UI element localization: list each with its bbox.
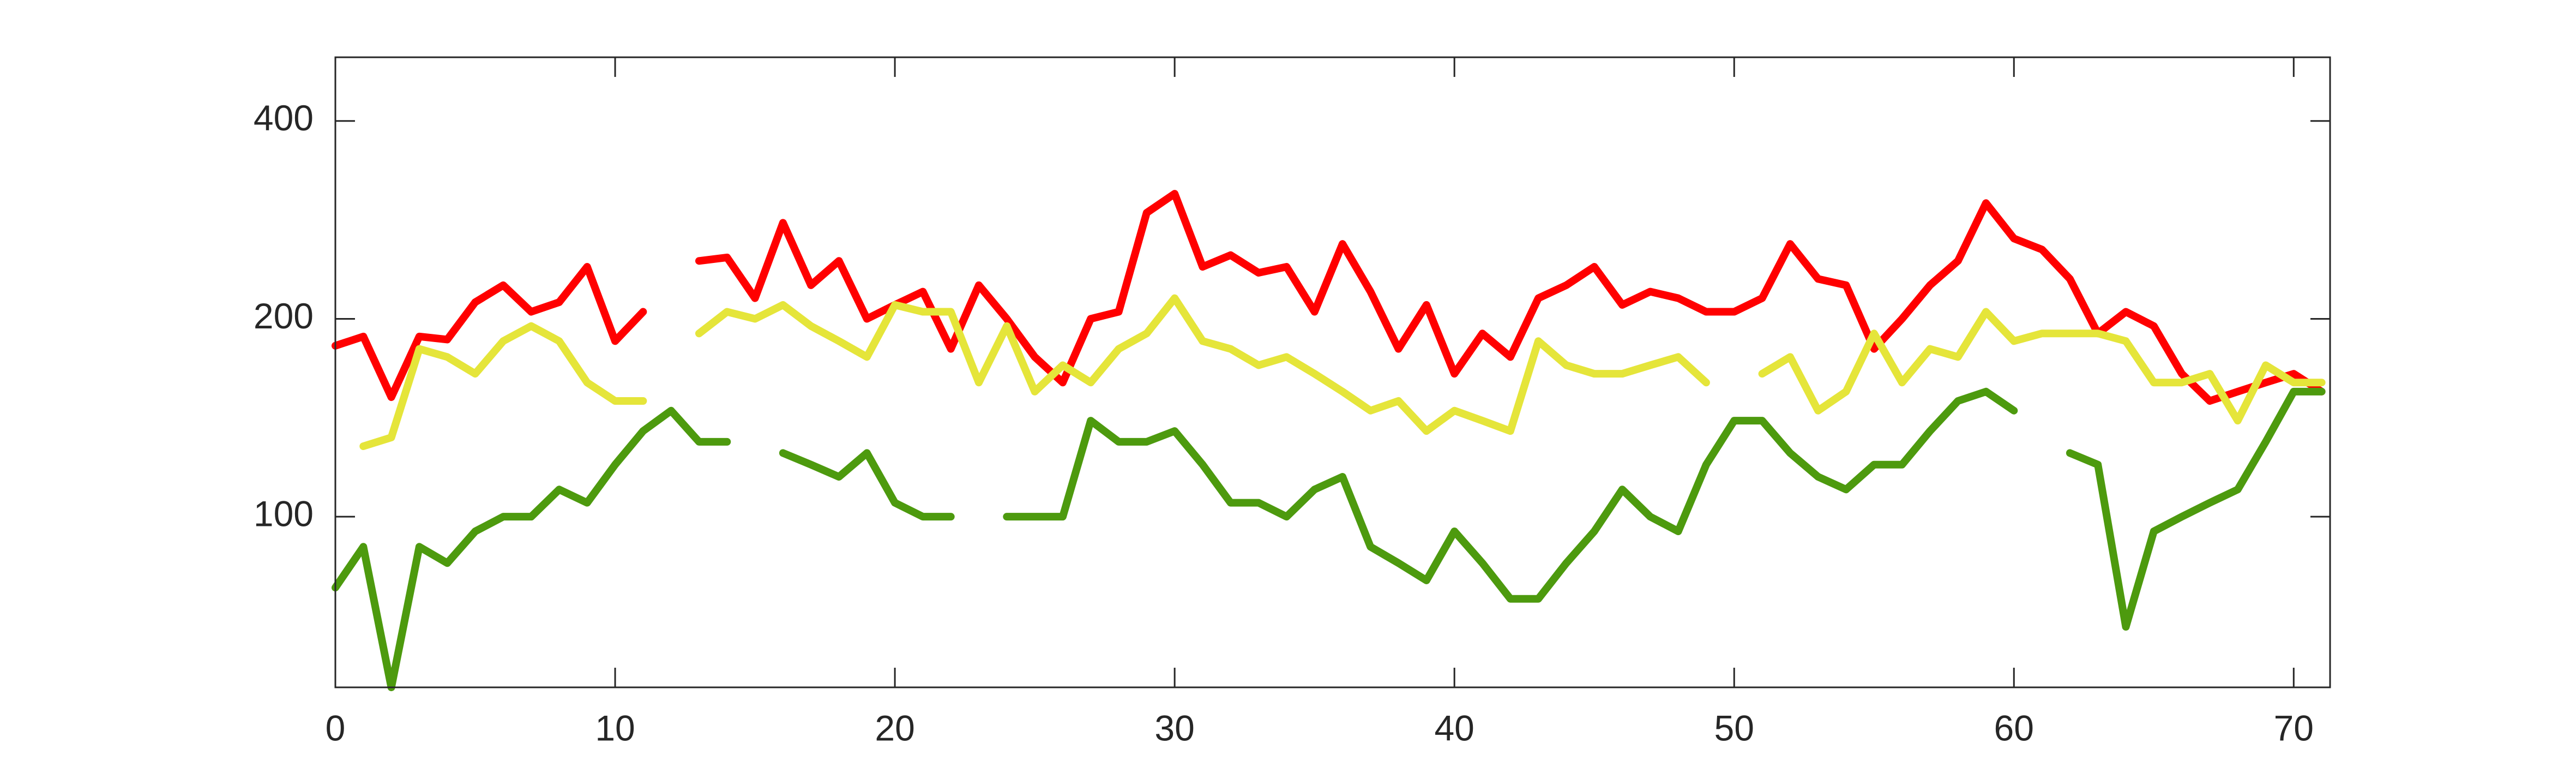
x-tick-label: 10 — [595, 708, 635, 748]
series-line — [332, 406, 731, 691]
series-line — [332, 263, 647, 402]
series-line — [2066, 387, 2326, 631]
x-tick-label: 50 — [1714, 708, 1754, 748]
y-tick-label: 200 — [254, 296, 314, 336]
y-tick-label: 400 — [254, 98, 314, 138]
series-line — [779, 449, 955, 521]
plot-frame — [334, 56, 2331, 688]
series-line — [359, 322, 647, 450]
series-line — [695, 294, 1710, 435]
series-line — [695, 190, 2326, 405]
x-tick-label: 30 — [1154, 708, 1194, 748]
y-tick-label: 100 — [254, 494, 314, 534]
x-tick-label: 60 — [1994, 708, 2034, 748]
x-tick-label: 20 — [875, 708, 914, 748]
x-tick-label: 70 — [2274, 708, 2314, 748]
x-tick-label: 0 — [326, 708, 346, 748]
x-tick-label: 40 — [1434, 708, 1474, 748]
series-line — [1003, 387, 2018, 603]
series-line — [1758, 308, 2326, 425]
